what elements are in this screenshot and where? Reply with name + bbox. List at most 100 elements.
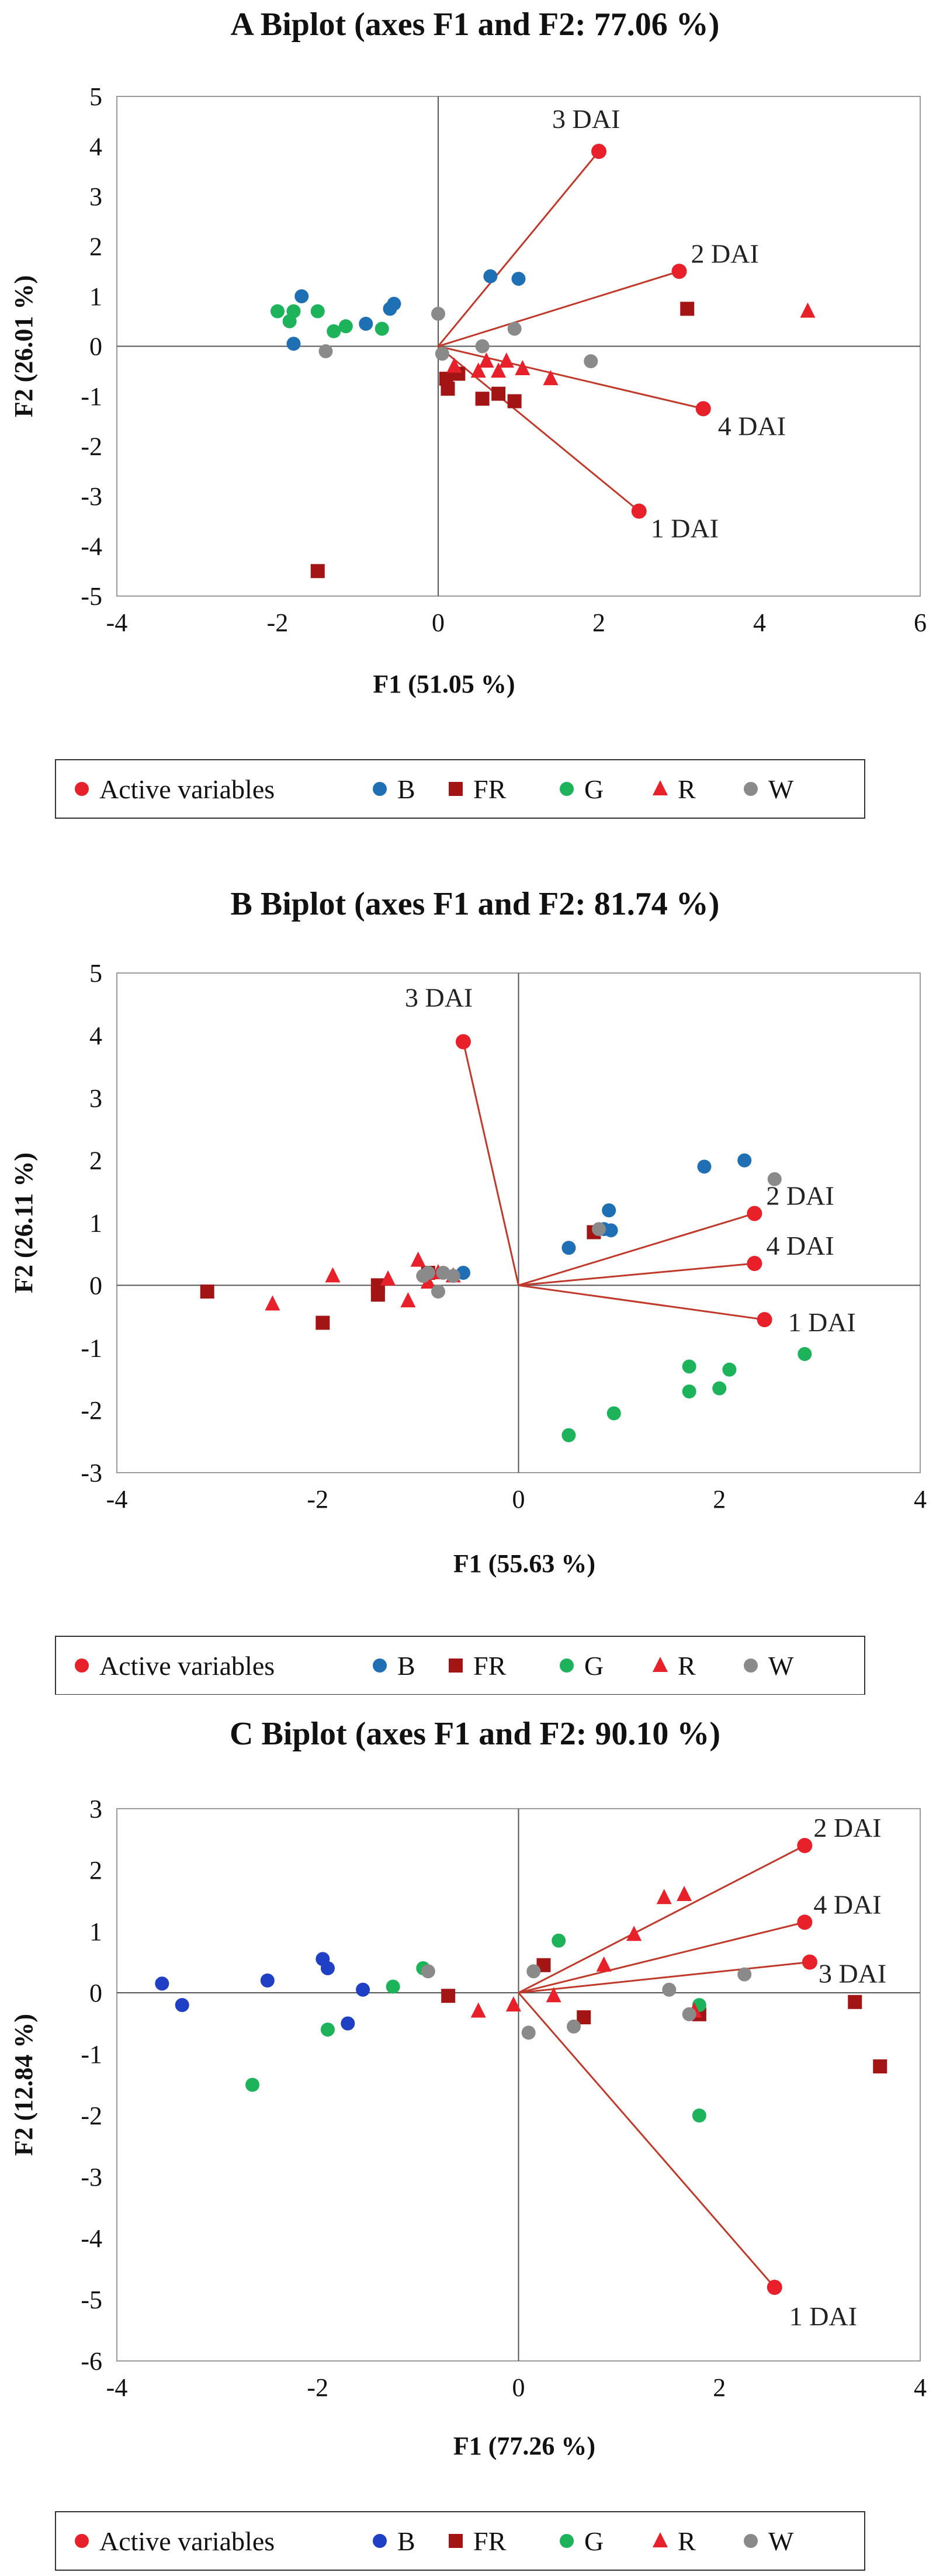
y-tick-label: -1	[81, 1334, 102, 1362]
point-w	[767, 1172, 782, 1186]
y-tick-label: 5	[89, 959, 102, 988]
y-tick-label: -1	[81, 2040, 102, 2069]
y-tick-label: -4	[81, 532, 102, 561]
x-tick-label: 0	[512, 2373, 525, 2402]
point-r	[498, 352, 514, 368]
point-b	[602, 1203, 616, 1218]
point-fr	[200, 1284, 214, 1299]
point-b	[387, 296, 401, 311]
y-axis-title: F2 (26.11 %)	[9, 1152, 38, 1293]
legend-item-label: G	[584, 2526, 604, 2556]
vector-label: 3 DAI	[405, 983, 473, 1013]
point-g	[271, 304, 285, 318]
legend-item-label: W	[768, 774, 794, 804]
point-b	[483, 269, 498, 283]
vector-label: 1 DAI	[651, 514, 719, 543]
point-g	[245, 2078, 260, 2092]
y-axis-title: F2 (12.84 %)	[9, 2014, 38, 2156]
active-variable-point	[671, 264, 687, 279]
point-w	[521, 2026, 536, 2040]
active-variable-point	[747, 1206, 762, 1221]
point-r	[800, 302, 816, 318]
legend-item-label: R	[678, 774, 696, 804]
point-r	[265, 1295, 280, 1311]
x-axis-title: F1 (51.05 %)	[373, 670, 515, 698]
y-tick-label: -2	[81, 1396, 102, 1425]
legend-marker	[373, 1659, 387, 1673]
active-variable-vector	[518, 1284, 765, 1321]
point-fr	[491, 386, 506, 401]
legend-item-label: FR	[473, 774, 507, 804]
active-variable-point	[757, 1312, 772, 1328]
y-tick-label: 5	[89, 82, 102, 111]
point-fr	[370, 1287, 385, 1302]
legend-item-label: R	[678, 2526, 696, 2556]
point-r	[470, 2002, 486, 2018]
point-r	[479, 352, 494, 368]
point-w	[421, 1964, 435, 1979]
y-tick-label: 1	[89, 1209, 102, 1238]
legend-item-label: Active variables	[99, 2526, 275, 2556]
legend-marker	[744, 2534, 758, 2548]
biplot-b-svg: B Biplot (axes F1 and F2: 81.74 %) -4 -2 0 2…	[9, 886, 927, 1695]
point-b	[604, 1223, 618, 1238]
active-variable-vector	[518, 1961, 810, 1994]
point-r	[420, 1273, 436, 1289]
point-g	[386, 1979, 400, 1994]
y-tick-label: 4	[89, 133, 102, 161]
active-variable-vector	[437, 151, 600, 347]
vector-label: 4 DAI	[766, 1231, 834, 1261]
point-w	[318, 344, 333, 359]
biplot-a-svg: A Biplot (axes F1 and F2: 77.06 %) -4 -2 0 2…	[9, 6, 927, 819]
y-tick-label: -3	[81, 2163, 102, 2191]
point-w	[567, 2019, 581, 2034]
active-variable-point	[455, 1034, 471, 1050]
point-w	[526, 1964, 541, 1979]
x-tick-label: -2	[307, 1485, 328, 1514]
legend-marker	[449, 1659, 463, 1673]
point-b	[175, 1998, 189, 2012]
vector-label: 3 DAI	[819, 1959, 886, 1989]
point-w	[662, 1982, 677, 1997]
y-tick-label: -5	[81, 2286, 102, 2314]
x-tick-label: 2	[713, 2373, 726, 2402]
legend-item-label: B	[397, 774, 415, 804]
legend-item-label: B	[397, 1651, 415, 1681]
point-r	[677, 1886, 692, 1901]
point-g	[682, 1384, 696, 1399]
point-b	[359, 317, 373, 331]
x-axis-title: F1 (77.26 %)	[453, 2432, 595, 2460]
point-r	[543, 370, 559, 386]
active-variable-vector	[518, 1844, 806, 1994]
point-w	[446, 1269, 460, 1283]
legend-marker	[75, 2534, 89, 2548]
legend-marker	[373, 2534, 387, 2548]
point-g	[606, 1406, 621, 1421]
legend-marker	[75, 1659, 89, 1673]
legend-marker	[560, 2534, 574, 2548]
active-variable-vector	[518, 1921, 805, 1994]
point-g	[561, 1428, 576, 1442]
legend-item-label: FR	[473, 1651, 507, 1681]
active-variable-vector	[518, 1213, 755, 1286]
legend-item-label: W	[768, 1651, 794, 1681]
legend-item-label: Active variables	[99, 1651, 275, 1681]
point-r	[596, 1956, 612, 1972]
y-tick-label: 2	[89, 233, 102, 261]
point-r	[400, 1292, 416, 1308]
point-w	[737, 1967, 752, 1982]
point-fr	[475, 392, 490, 406]
x-tick-label: 4	[914, 2373, 927, 2402]
chart-title: B Biplot (axes F1 and F2: 81.74 %)	[231, 886, 720, 922]
x-tick-label: 4	[914, 1485, 927, 1514]
x-tick-label: 0	[432, 608, 445, 637]
point-fr	[848, 1995, 862, 2009]
vector-label: 2 DAI	[766, 1180, 834, 1210]
active-variable-point	[631, 503, 647, 519]
x-tick-label: 2	[713, 1485, 726, 1514]
point-fr	[310, 564, 325, 579]
legend-marker	[560, 1659, 574, 1673]
point-w	[584, 354, 598, 369]
point-w	[507, 321, 522, 336]
y-tick-label: -2	[81, 432, 102, 461]
